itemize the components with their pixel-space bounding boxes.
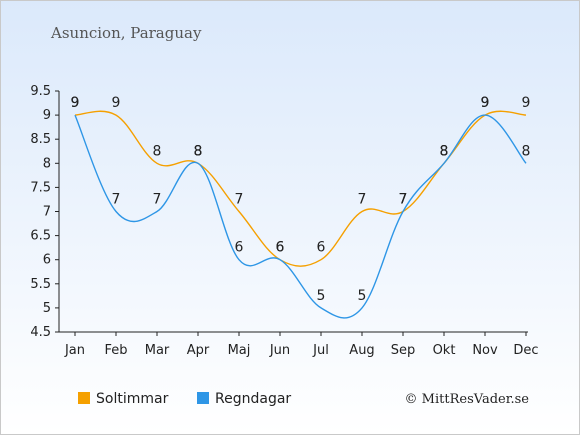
data-label-regndagar: 6 (276, 240, 285, 256)
axes: 4.5 5 5.5 6 6.5 7 7.5 8 8.5 9 9.5 Jan Feb Mar Apr Maj Ju… (30, 84, 538, 358)
x-tick-label: Sep (391, 343, 416, 358)
series-line-soltimmar (74, 110, 527, 267)
data-label-soltimmar: 6 (317, 240, 326, 256)
data-label-regndagar: 7 (153, 192, 162, 208)
y-tick-label: 5 (43, 301, 51, 316)
x-tick-label: Apr (187, 343, 210, 358)
y-tick-label: 9 (43, 108, 51, 123)
data-label-regndagar: 5 (317, 288, 326, 304)
x-tick-label: Jun (269, 343, 290, 358)
x-tick-label: Feb (104, 343, 127, 358)
x-tick-label: Jul (312, 343, 329, 358)
x-tick-label: Aug (349, 343, 374, 358)
x-tick-label: Dec (513, 343, 538, 358)
data-label-soltimmar: 9 (112, 95, 121, 111)
data-label-soltimmar: 8 (440, 143, 449, 159)
data-label-regndagar: 8 (440, 143, 449, 159)
data-label-regndagar: 8 (522, 143, 531, 159)
data-label-soltimmar: 8 (194, 143, 203, 159)
x-tick-label: Mar (145, 343, 170, 358)
data-label-soltimmar: 7 (358, 192, 367, 208)
data-label-regndagar: 9 (481, 95, 490, 111)
x-tick-label: Maj (228, 343, 251, 358)
legend-label-regndagar: Regndagar (215, 391, 291, 407)
series-lines (74, 110, 527, 319)
legend: Soltimmar Regndagar (78, 391, 291, 407)
legend-label-soltimmar: Soltimmar (96, 391, 169, 407)
data-label-soltimmar: 9 (71, 95, 80, 111)
data-label-soltimmar: 8 (153, 143, 162, 159)
y-tick-label: 7.5 (30, 180, 51, 195)
legend-swatch-soltimmar (78, 392, 90, 404)
y-tick-label: 7 (43, 205, 51, 220)
y-tick-label: 9.5 (30, 84, 51, 99)
data-label-regndagar: 6 (235, 240, 244, 256)
y-tick-label: 8.5 (30, 132, 51, 147)
series-line-regndagar (74, 114, 527, 319)
chart-title: Asuncion, Paraguay (50, 24, 202, 42)
y-tick-label: 6 (43, 253, 51, 268)
x-tick-label: Nov (472, 343, 498, 358)
data-label-soltimmar: 9 (481, 95, 490, 111)
data-label-soltimmar: 9 (522, 95, 531, 111)
data-label-soltimmar: 7 (399, 192, 408, 208)
y-tick-label: 8 (43, 156, 51, 171)
y-tick-label: 5.5 (30, 277, 51, 292)
x-tick-label: Okt (433, 343, 456, 358)
data-label-regndagar: 7 (399, 192, 408, 208)
data-label-regndagar: 8 (194, 143, 203, 159)
y-tick-label: 4.5 (30, 325, 51, 340)
data-label-regndagar: 5 (358, 288, 367, 304)
credit-text: © MittResVader.se (405, 392, 530, 407)
data-label-regndagar: 9 (71, 95, 80, 111)
legend-swatch-regndagar (197, 392, 209, 404)
data-label-soltimmar: 7 (235, 192, 244, 208)
data-label-regndagar: 7 (112, 192, 121, 208)
y-tick-label: 6.5 (30, 229, 51, 244)
x-tick-label: Jan (64, 343, 85, 358)
data-label-soltimmar: 6 (276, 240, 285, 256)
